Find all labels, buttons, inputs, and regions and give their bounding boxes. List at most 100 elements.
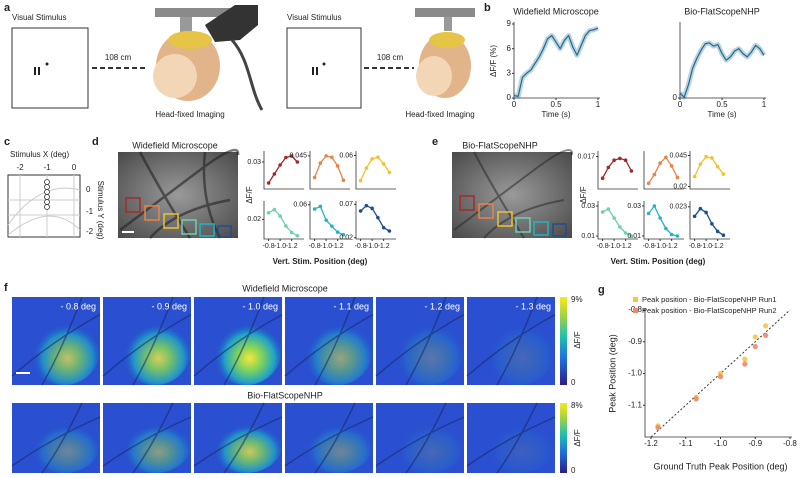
panel-label: a [4,2,11,14]
point [376,155,380,159]
point [278,163,282,167]
activation [483,417,555,473]
axis [689,201,730,240]
y-tick-label: 0 [673,93,678,102]
legend-swatch [633,308,638,313]
frame-label: - 0.9 deg [151,301,187,311]
frame-label: - 1.0 deg [242,301,278,311]
x-tick-label: -1.0 [274,243,286,250]
point [692,174,697,179]
x-tick-label: -1.2 [712,243,724,250]
tick-label: 0 [72,163,77,172]
point [312,175,317,180]
colorbar-min: 0 [571,378,576,387]
point [364,203,369,208]
line [602,157,632,179]
point [324,218,328,222]
y-tick-label: 0.02 [673,183,687,190]
x-tick-label: -1.0 [366,243,378,250]
point [629,234,634,238]
activation [483,314,555,385]
point [612,158,616,162]
stimulus-bar [316,67,318,75]
x-tick-label: -0.8 [689,243,701,250]
y-tick-label: 0.02 [339,235,353,242]
vessels [119,148,240,239]
y-tick-label: 0.06 [339,152,353,159]
point [658,216,662,220]
axis [597,151,638,190]
colorbar-max: 8% [571,401,583,410]
point [376,215,380,220]
point [721,172,726,176]
vessels [284,402,374,474]
point [335,164,340,168]
y-tick-label: 0.02 [247,216,261,223]
point [742,356,748,362]
stimulus-screen [11,27,89,109]
x-tick-label: -1.1 [679,439,693,448]
point [358,209,363,213]
activation [210,417,282,473]
panel-label: b [484,2,491,14]
panel-label: g [598,284,605,296]
y-tick-label: 0.03 [581,203,595,210]
colorbar-max: 9% [571,295,583,304]
point [335,230,340,234]
y-tick-label: 0.045 [289,153,307,160]
microscope [205,5,258,42]
x-axis-label: Ground Truth Peak Position (deg) [653,461,787,471]
axis [597,201,638,240]
x-tick-label: -0.8 [597,243,609,250]
point [710,156,714,160]
stimulus-map: Stimulus X (deg) -2 -1 0 0 -1 -2 Stimulu… [7,150,105,240]
fixation-dot [322,62,326,66]
x-tick-label: 0 [512,100,517,109]
point [629,169,634,173]
axis [643,151,684,190]
panel-label: f [4,282,8,294]
point [358,178,363,183]
stimulus-label: Visual Stimulus [12,13,67,22]
axis [689,151,730,190]
point [742,361,748,367]
head-post [180,17,192,33]
tick-label: -2 [86,227,94,236]
point [717,374,724,380]
x-tick-label: -1.2 [620,243,632,250]
vessels [193,296,283,386]
point [692,214,697,219]
point [266,211,271,215]
head-post [415,8,475,17]
line [679,42,765,98]
frame-label: - 1.2 deg [424,301,460,311]
point [295,160,300,164]
point [289,154,294,158]
point [664,155,668,160]
point [370,206,374,211]
legend-label: Peak position - Bio-FlatScopeNHP Run2 [642,306,777,315]
vessels [193,402,283,474]
microscope-cable [230,38,264,111]
tick-label: -1 [43,163,51,172]
activation [392,417,464,473]
y-tick-label: 0.01 [581,233,595,240]
axis [263,201,304,240]
axis [643,201,684,240]
point [330,224,334,228]
stimulus-positions [44,179,50,210]
point [763,332,769,338]
monkey-face [416,56,452,96]
point [600,176,605,180]
vessels [453,149,574,239]
point [655,424,661,431]
vessels [11,402,101,474]
axis [355,151,396,190]
stimulus-label: Visual Stimulus [287,13,342,22]
y-tick-label: 0.06 [293,202,307,209]
point [623,231,628,235]
vessels [466,402,556,474]
vessels [284,296,374,386]
point [693,396,699,402]
